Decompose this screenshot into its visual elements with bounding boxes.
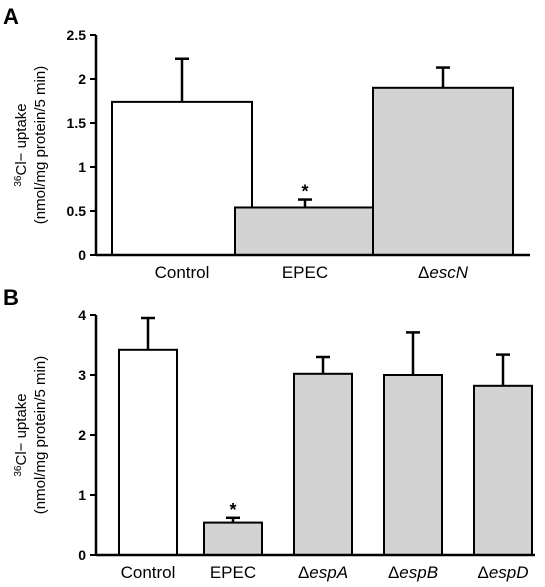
panel-b-y-tick-label: 1 <box>78 487 86 503</box>
panel-a: A 36Cl− uptake (nmol/mg protein/5 min) Cont… <box>3 4 530 282</box>
panel-a-significance-marker: * <box>301 182 308 202</box>
panel-a-y-tick-label: 0.5 <box>67 203 87 219</box>
panel-b-category-label: Control <box>121 563 176 582</box>
panel-a-y-tick-label: 2.5 <box>67 27 87 43</box>
panel-b-y-tick-label: 0 <box>78 547 86 563</box>
panel-a-y-tick-label: 1.5 <box>67 115 87 131</box>
panel-b-bar <box>383 374 443 556</box>
panel-a-category-label: EPEC <box>282 263 328 282</box>
panel-b-y-tick-label: 4 <box>78 307 86 323</box>
panel-a-y-tick-label: 2 <box>78 71 86 87</box>
panel-a-ylabel: 36Cl− uptake (nmol/mg protein/5 min) <box>13 66 50 224</box>
panel-b-category-label: EPEC <box>210 563 256 582</box>
panel-a-bar <box>372 86 514 256</box>
panel-b-bar <box>203 521 263 556</box>
panel-b-category-label: ΔespA <box>298 563 348 582</box>
panel-a-bar <box>234 206 376 256</box>
panel-b-y-tick-label: 3 <box>78 367 86 383</box>
panel-b-bar <box>293 372 353 556</box>
panel-b-ylabel: 36Cl− uptake (nmol/mg protein/5 min) <box>13 356 50 514</box>
panel-a-y-tick-label: 1 <box>78 159 86 175</box>
panel-a-bar <box>111 100 253 256</box>
panel-b-bar <box>473 384 533 556</box>
panel-b-bar <box>118 348 178 556</box>
panel-b-category-label: ΔespB <box>388 563 438 582</box>
panel-a-letter: A <box>3 4 19 29</box>
panel-b-letter: B <box>3 285 19 310</box>
panel-b-category-label: ΔespD <box>477 563 528 582</box>
panel-b-significance-marker: * <box>229 500 236 520</box>
panel-a-category-label: Control <box>155 263 210 282</box>
panel-a-category-label: ΔescN <box>418 263 469 282</box>
panel-a-y-tick-label: 0 <box>78 247 86 263</box>
panel-b: B 36Cl− uptake (nmol/mg protein/5 min) Cont… <box>3 285 535 582</box>
panel-b-y-tick-label: 2 <box>78 427 86 443</box>
